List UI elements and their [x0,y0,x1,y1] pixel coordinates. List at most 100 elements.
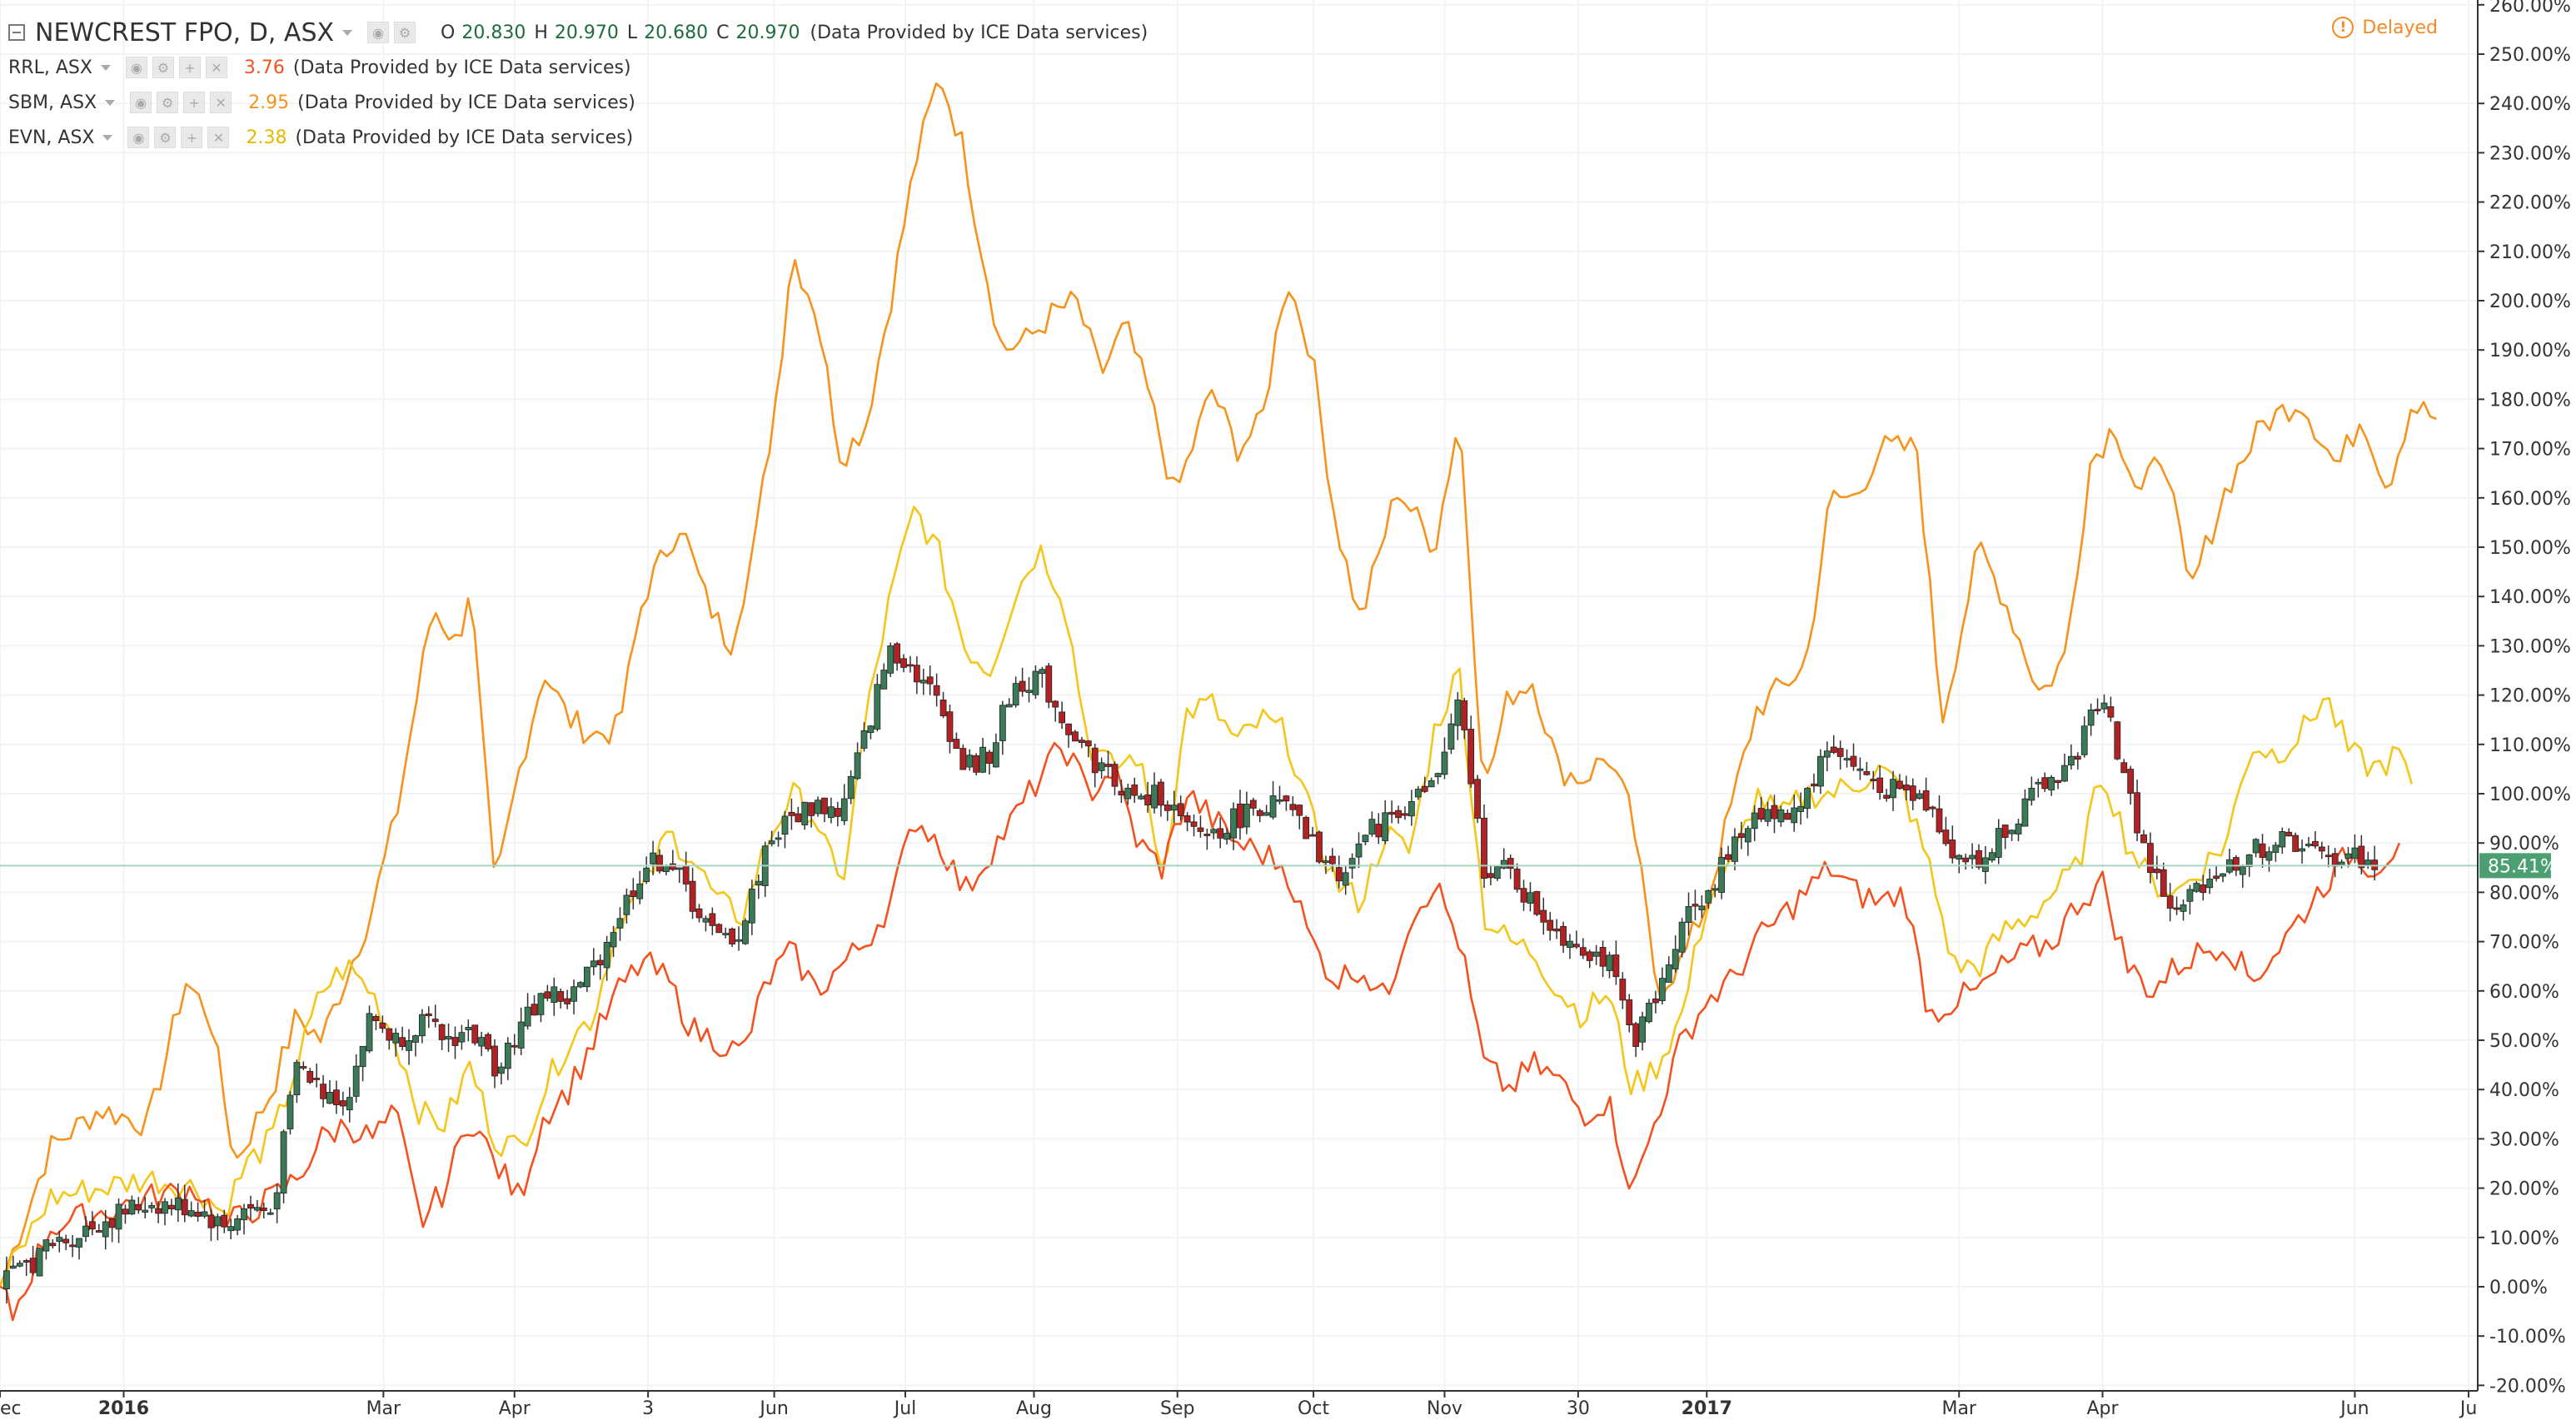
candle-up [2021,798,2029,827]
candle-up [1804,788,1811,810]
candle-up [2028,788,2035,801]
candle-up [1408,801,1415,817]
chevron-down-icon[interactable] [100,64,111,71]
candle-down [2331,853,2339,867]
candle-up [352,1065,360,1097]
compare-symbol-sbm[interactable]: SBM, ASX [8,92,97,113]
plus-icon[interactable]: + [181,127,203,148]
compare-symbol-evn[interactable]: EVN, ASX [8,127,95,148]
candle-up [1712,888,1719,891]
legend-row-rrl[interactable]: RRL, ASX ◉ ⚙ + ✕ 3.76 (Data Provided by … [8,50,1148,85]
candle-up [56,1237,63,1243]
gear-icon[interactable]: ⚙ [157,92,179,113]
candle-up [1916,793,1923,800]
eye-icon[interactable]: ◉ [127,127,150,148]
candle-down [491,1045,498,1077]
legend-main-row[interactable]: NEWCREST FPO, D, ASX ◉ ⚙ O 20.830 H 20.9… [8,15,1148,50]
candle-down [1256,810,1263,816]
delayed-indicator[interactable]: ! Delayed [2332,17,2438,38]
legend-row-sbm[interactable]: SBM, ASX ◉ ⚙ + ✕ 2.95 (Data Provided by … [8,85,1148,120]
candle-down [1303,816,1310,840]
x-tick-label: Mar [366,1398,401,1419]
chevron-down-icon[interactable] [342,29,353,36]
candle-up [768,840,775,845]
chevron-down-icon[interactable] [102,134,113,141]
collapse-legend-icon[interactable] [8,24,25,41]
grid-lines [0,0,2478,1391]
candle-up [867,725,874,733]
candle-up [187,1210,195,1217]
candle-up [571,986,577,1002]
candle-up [392,1033,400,1044]
chevron-down-icon[interactable] [105,99,116,106]
close-label: C [716,22,730,43]
candle-up [815,800,821,815]
plus-icon[interactable]: + [183,92,206,113]
y-axis[interactable]: 260.00% 250.00% 240.00% 230.00% 220.00% 210.0… [2477,0,2571,1397]
candle-up [36,1248,43,1277]
y-tick-label: 50.00% [2489,1031,2559,1052]
candle-up [1678,921,1686,953]
gear-icon[interactable]: ⚙ [154,127,177,148]
candle-down [194,1211,202,1217]
y-tick-label: 230.00% [2489,143,2571,164]
candle-down [1929,806,1936,810]
candle-down [939,700,947,717]
candle-down [2166,895,2174,909]
candle-down [1533,891,1541,915]
y-tick-label: 150.00% [2489,538,2571,559]
candle-down [1421,785,1428,792]
gear-icon[interactable]: ⚙ [394,22,416,43]
close-icon[interactable]: ✕ [210,92,232,113]
candle-down [630,890,637,898]
candle-down [1283,795,1290,802]
candle-up [781,815,789,835]
eye-icon[interactable]: ◉ [367,22,390,43]
x-axis[interactable]: ec 2016 Mar Apr 3 Jun Jul Aug Sep Oct Nov 30 2017 Mar… [0,1390,2478,1419]
candle-up [1658,978,1666,1001]
candle-up [999,705,1006,741]
low-value: 20.680 [644,22,709,43]
candle-up [1672,949,1679,969]
eye-icon[interactable]: ◉ [125,57,147,78]
candle-up [616,918,624,929]
close-icon[interactable]: ✕ [205,57,227,78]
plus-icon[interactable]: + [178,57,201,78]
candle-up [1434,773,1442,778]
close-icon[interactable]: ✕ [207,127,230,148]
candle-down [2259,843,2266,859]
x-tick-label: Mar [1941,1398,1976,1419]
candle-down [1863,771,1871,775]
candle-up [854,752,861,780]
candle-down [29,1258,37,1273]
legend-row-evn[interactable]: EVN, ASX ◉ ⚙ + ✕ 2.38 (Data Provided by … [8,120,1148,155]
candle-down [471,1024,479,1044]
gear-icon[interactable]: ⚙ [152,57,174,78]
compare-source-sbm: (Data Provided by ICE Data services) [297,92,635,113]
candle-up [2239,866,2246,875]
candle-up [1269,795,1277,818]
eye-icon[interactable]: ◉ [130,92,152,113]
candle-up [1843,758,1851,761]
series-lines [0,82,2437,1322]
candle-down [1909,785,1916,801]
candle-up [366,1013,373,1052]
candle-up [801,801,809,825]
y-tick-label: 20.00% [2489,1179,2559,1200]
candle-up [524,1006,531,1027]
compare-symbol-rrl[interactable]: RRL, ASX [8,57,92,78]
candle-down [2147,843,2154,874]
candle-up [128,1199,136,1215]
candle-down [1619,979,1627,1001]
candle-down [1481,817,1487,879]
main-symbol-title[interactable]: NEWCREST FPO, D, ASX [35,17,335,47]
candle-up [1969,855,1976,859]
y-tick-label: 250.00% [2489,45,2571,66]
candle-down [2358,845,2365,869]
candle-up [722,933,730,935]
candle-up [293,1062,301,1096]
candle-up [2067,755,2075,766]
candle-down [49,1243,57,1247]
x-tick-label: Jun [758,1398,788,1419]
